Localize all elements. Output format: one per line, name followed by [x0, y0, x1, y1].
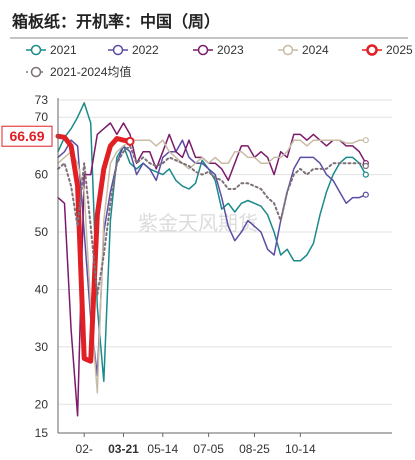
- watermark: 紫金天风期货: [138, 212, 258, 235]
- series-end-point: [362, 137, 369, 144]
- x-tick-label: 02-: [76, 442, 93, 456]
- y-tick-label: 70: [35, 110, 49, 124]
- y-tick-label: 15: [35, 426, 49, 440]
- y-tick-label: 30: [35, 340, 49, 354]
- legend-label: 2022: [132, 43, 159, 57]
- legend-label: 2023: [217, 43, 244, 57]
- legend-marker: [197, 44, 209, 56]
- legend-item-6[interactable]: 2021-2024均值: [26, 64, 131, 79]
- series-end-point: [125, 136, 135, 146]
- x-tick-label: 03-21: [108, 442, 139, 456]
- x-tick-label: 10-14: [285, 442, 316, 456]
- current-value-marker: 66.69: [1, 125, 53, 147]
- legend-marker: [30, 66, 42, 78]
- legend-marker: [112, 44, 124, 56]
- series-line-2021: [57, 102, 367, 383]
- gridlines: 15 20 30 40 50 60 70 73: [35, 93, 392, 440]
- legend-marker: [366, 44, 378, 56]
- x-tick-label: 08-25: [239, 442, 270, 456]
- y-tick-label: 40: [35, 282, 49, 296]
- series-line-2024: [57, 139, 367, 394]
- legend-item-5[interactable]: 2025: [362, 43, 413, 57]
- y-tick-label: 20: [35, 397, 49, 411]
- series-end-point: [362, 191, 369, 198]
- y-tick-label: 60: [35, 168, 49, 182]
- series-line-2022: [57, 139, 367, 377]
- chart-title: 箱板纸：开机率：中国（周）: [12, 12, 220, 31]
- legend-item-4[interactable]: 2024: [278, 43, 329, 57]
- legend-item-3[interactable]: 2023: [193, 43, 244, 57]
- current-value-box: [1, 125, 53, 147]
- current-value-label: 66.69: [9, 128, 44, 144]
- series-line-2025: [55, 133, 133, 364]
- series-end-point: [362, 171, 369, 178]
- legend-label: 2025: [386, 43, 413, 57]
- legend[interactable]: 2021 2022 2023 2024 2025 2021-2024均值: [26, 43, 413, 79]
- x-tick-label: 05-14: [147, 442, 178, 456]
- legend-label: 2021-2024均值: [50, 64, 131, 79]
- series-line-2021-2024均值: [57, 144, 367, 297]
- series-group: [55, 102, 369, 417]
- legend-label: 2024: [302, 43, 329, 57]
- y-tick-label: 50: [35, 225, 49, 239]
- legend-label: 2021: [50, 43, 77, 57]
- legend-marker: [30, 44, 42, 56]
- legend-item-2[interactable]: 2022: [108, 43, 159, 57]
- x-tick-label: 07-05: [193, 442, 224, 456]
- axes: 02- 03-21 05-14 07-05 08-25 10-14: [57, 98, 392, 456]
- series-end-point: [362, 162, 369, 170]
- legend-item-1[interactable]: 2021: [26, 43, 77, 57]
- y-tick-label: 73: [35, 93, 49, 107]
- series-line-2023: [57, 122, 367, 417]
- legend-marker: [282, 44, 294, 56]
